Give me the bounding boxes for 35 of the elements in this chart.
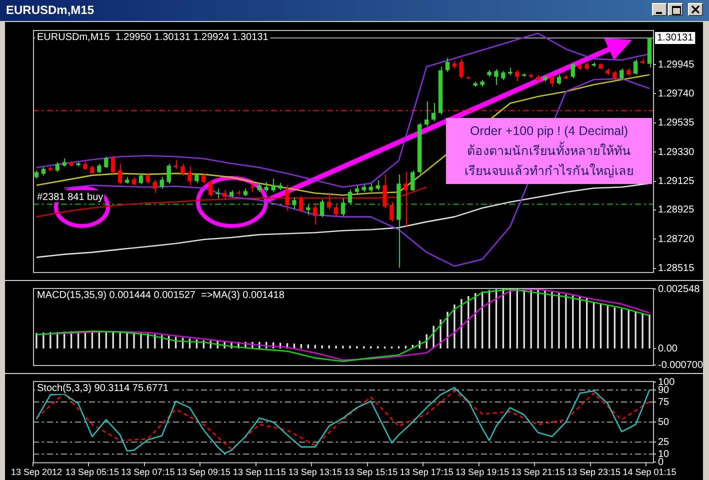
y-tick-label: 1.29740 <box>658 88 695 100</box>
chart-title: MACD(15,35,9) 0.001444 0.001527 =>MA(3) 0.001418 <box>37 290 285 301</box>
x-tick-label: 13 Sep 11:15 <box>232 467 286 478</box>
x-tick-label: 13 Sep 2012 <box>10 467 62 478</box>
x-tick-label: 13 Sep 21:15 <box>511 467 565 478</box>
y-tick-label: 0.002548 <box>658 284 700 295</box>
y-tick-label: -0.000700 <box>658 360 704 371</box>
x-tick-label: 13 Sep 15:15 <box>344 467 398 478</box>
y-tick-label: 1.29330 <box>658 146 695 158</box>
y-tick-label: 1.28925 <box>658 204 695 216</box>
y-tick-label: 1.29945 <box>658 59 695 70</box>
y-tick-label: 75 <box>658 396 670 408</box>
x-tick-label: 13 Sep 17:15 <box>400 467 454 478</box>
ref-line-label: #2381 841 buy <box>37 192 104 204</box>
y-tick-label: 1.29125 <box>658 176 695 188</box>
y-tick-label: 50 <box>658 416 670 428</box>
x-tick-label: 13 Sep 23:15 <box>567 467 621 478</box>
y-tick-label: 1.29535 <box>658 118 695 129</box>
chart-title: EURUSDm,M15 <box>6 3 94 17</box>
x-tick-label: 13 Sep 19:15 <box>456 467 510 478</box>
x-tick-label: 13 Sep 07:15 <box>121 467 175 478</box>
chart-title: Stoch(5,3,3) 90.3114 75.6771 <box>37 382 170 394</box>
y-tick-label: 1.28515 <box>658 263 695 274</box>
annotation: Order +100 pip ! (4 Decimal) ต้องตามนักเรียนทั้งหลายให้ทัน เรียนจบแล้วทำกำไรกันใหญ่เลย <box>446 118 652 184</box>
chart-subtitle: EURUSDm,M15 1.29950 1.30131 1.29924 1.30131 <box>37 32 269 43</box>
x-tick-label: 13 Sep 13:15 <box>288 467 342 478</box>
x-tick-label: 14 Sep 01:15 <box>622 467 676 478</box>
y-tick-label: 0.00 <box>658 343 678 354</box>
ref-line-label: 1.30131 <box>657 32 694 44</box>
x-tick-label: 13 Sep 05:15 <box>65 467 119 478</box>
y-tick-label: 1.28720 <box>658 234 695 245</box>
x-tick-label: 13 Sep 09:15 <box>176 467 230 478</box>
y-tick-label: 0 <box>658 456 664 468</box>
y-tick-label: 90 <box>658 384 670 396</box>
y-tick-label: 25 <box>658 436 670 448</box>
